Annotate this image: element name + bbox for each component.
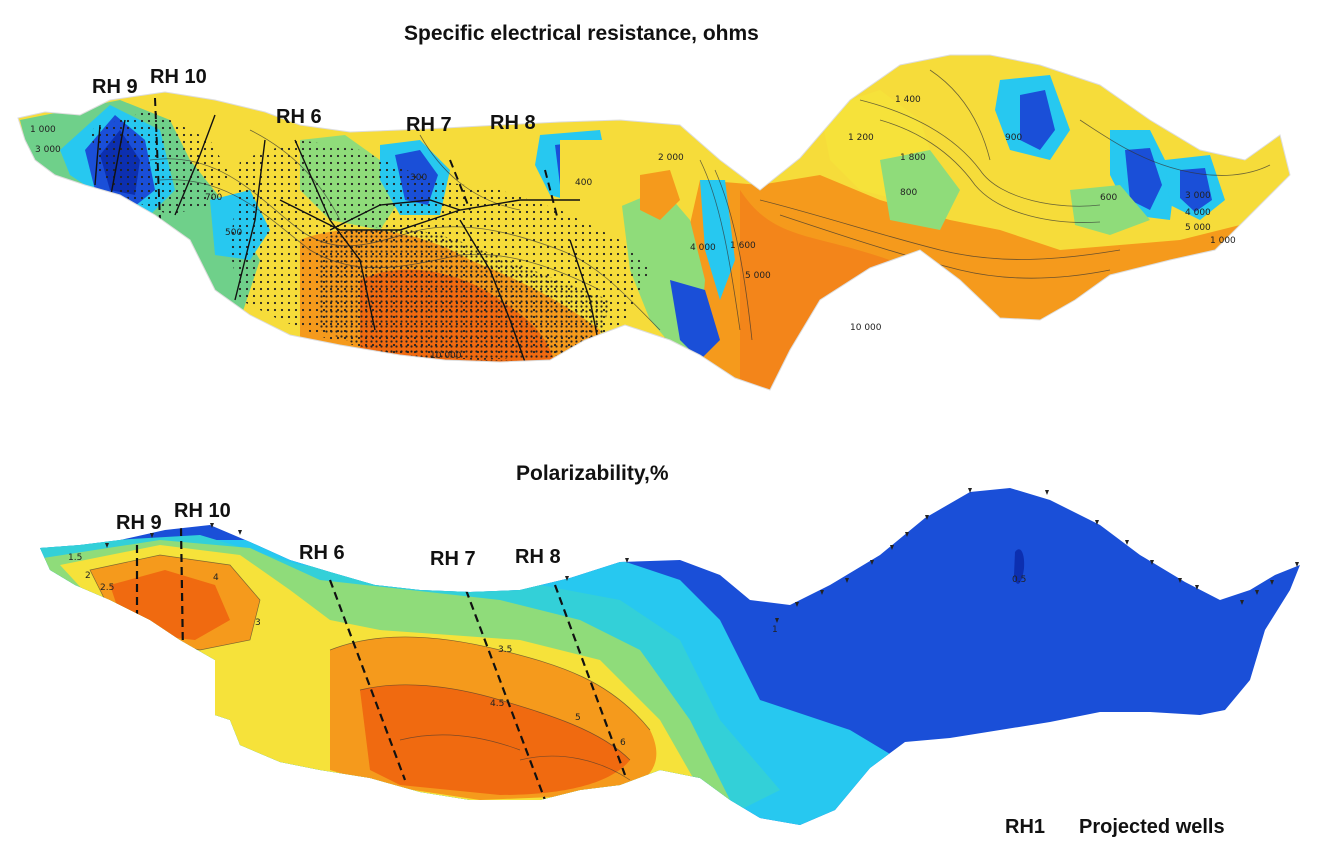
contour-label: 2	[85, 571, 91, 581]
contour-label: 700	[205, 193, 222, 203]
contour-label: 6	[620, 738, 626, 748]
top-well-rh9: RH 9	[92, 76, 138, 98]
contour-label: 800	[900, 188, 917, 198]
contour-label: 1 200	[848, 133, 874, 143]
legend-symbol: RH1	[1005, 816, 1046, 838]
bottom-well-rh10: RH 10	[174, 500, 231, 522]
contour-label: 4	[213, 573, 219, 583]
contour-label: 400	[575, 178, 592, 188]
bottom-well-rh9: RH 9	[116, 512, 162, 534]
contour-label: 0.5	[1012, 575, 1026, 585]
contour-label: 1 000	[1210, 236, 1236, 246]
contour-label: 900	[1005, 133, 1022, 143]
contour-label: 10 000	[850, 323, 882, 333]
contour-label: 300	[410, 173, 427, 183]
contour-label: 2 000	[658, 153, 684, 163]
resistivity-contour-labels: 1 000 3 000 2 000 4 000 5 000 10 000 1 4…	[30, 95, 1236, 361]
top-well-rh7: RH 7	[406, 114, 452, 136]
top-well-rh10: RH 10	[150, 66, 207, 88]
bottom-well-rh8: RH 8	[515, 546, 561, 568]
contour-label: 500	[225, 228, 242, 238]
contour-label: 1.5	[68, 553, 82, 563]
contour-label: 2.5	[100, 583, 114, 593]
contour-label: 10 000	[430, 351, 462, 361]
contour-label: 5	[575, 713, 581, 723]
bottom-well-rh7: RH 7	[430, 548, 476, 570]
contour-label: 3	[255, 618, 261, 628]
contour-label: 4 000	[1185, 208, 1211, 218]
projected-well-markers	[105, 488, 1299, 623]
polarizability-contour-labels: 1.5 2 2.5 3 4 4.5 5 6 3.5 1 0.5	[68, 553, 1026, 748]
contour-label: 1 400	[895, 95, 921, 105]
bottom-well-rh6: RH 6	[299, 542, 345, 564]
contour-label: 3 000	[1185, 191, 1211, 201]
contour-label: 1 600	[730, 241, 756, 251]
contour-label: 1 800	[900, 153, 926, 163]
contour-label: 1	[772, 625, 778, 635]
legend-text: Projected wells	[1079, 816, 1225, 838]
top-well-rh6: RH 6	[276, 106, 322, 128]
contour-label: 4 000	[690, 243, 716, 253]
contour-label: 600	[1100, 193, 1117, 203]
contour-label: 1 000	[30, 125, 56, 135]
contour-label: 3 000	[35, 145, 61, 155]
top-well-rh8: RH 8	[490, 112, 536, 134]
resistivity-title: Specific electrical resistance, ohms	[404, 22, 759, 45]
contour-label: 5 000	[1185, 223, 1211, 233]
contour-label: 5 000	[745, 271, 771, 281]
contour-label: 4.5	[490, 699, 504, 709]
polarizability-title: Polarizability,%	[516, 462, 669, 485]
contour-label: 3.5	[498, 645, 512, 655]
